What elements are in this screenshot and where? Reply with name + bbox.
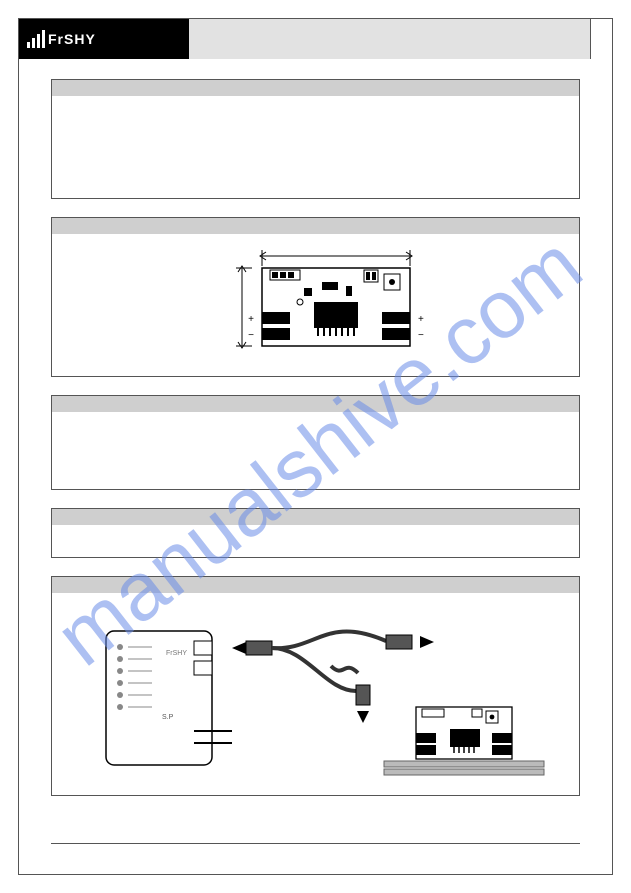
- cable-plug-left: [246, 641, 272, 655]
- header-gray-strip: [189, 19, 612, 59]
- section-features: [51, 508, 580, 558]
- cable-plug-bottom: [356, 685, 370, 705]
- section-overview: [51, 79, 580, 199]
- section-header: [52, 509, 579, 525]
- section-header: [52, 577, 579, 593]
- content-column: + − + −: [51, 79, 580, 834]
- section-header: [52, 218, 579, 234]
- svg-text:+: +: [248, 314, 254, 325]
- section-header: [52, 80, 579, 96]
- signal-bars-icon: [27, 30, 45, 48]
- svg-text:+: +: [418, 314, 424, 325]
- footer-divider: [51, 843, 580, 844]
- brand-logo-bar: FrSHY: [19, 19, 189, 59]
- section-header: [52, 396, 579, 412]
- arrow-left-icon: [232, 642, 246, 654]
- cable-plug-right-top: [386, 635, 412, 649]
- brand-name: FrSHY: [48, 31, 96, 47]
- connection-diagram: FrSHY S.P: [52, 593, 579, 795]
- section-specifications: [51, 395, 580, 490]
- svg-text:−: −: [248, 330, 254, 341]
- page-border: FrSHY: [18, 18, 613, 875]
- svg-text:S.P: S.P: [162, 714, 174, 721]
- arrow-right-icon: [420, 636, 434, 648]
- current-sensor-pcb-icon: [416, 707, 512, 759]
- section-connection: FrSHY S.P: [51, 576, 580, 796]
- svg-text:FrSHY: FrSHY: [166, 650, 187, 657]
- svg-text:−: −: [418, 330, 424, 341]
- section-pcb-dimensions: + − + −: [51, 217, 580, 377]
- page-number-box: [590, 19, 612, 59]
- pcb-dimension-diagram: + − + −: [52, 234, 579, 376]
